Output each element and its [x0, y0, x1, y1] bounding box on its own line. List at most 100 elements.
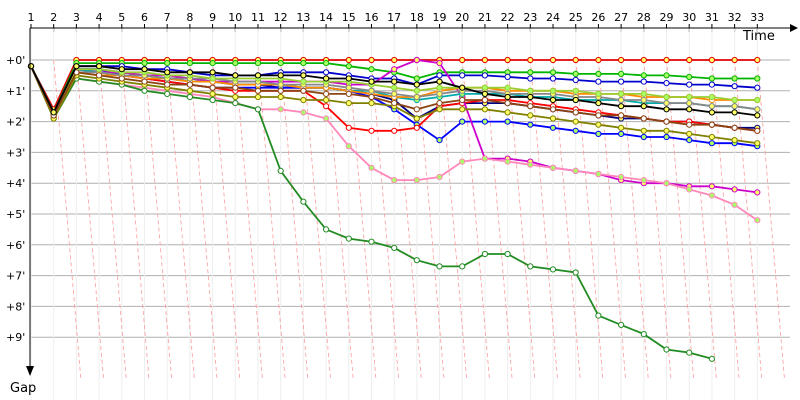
data-point: [549, 69, 557, 76]
x-tick-label: 32: [728, 11, 742, 24]
data-point: [118, 75, 125, 82]
data-point: [345, 84, 352, 91]
x-tick-label: 27: [614, 11, 628, 24]
data-point: [618, 78, 625, 85]
data-point: [663, 100, 670, 107]
time-connector: [166, 59, 195, 381]
y-tick-label: +6': [6, 239, 25, 252]
data-point: [391, 177, 398, 184]
x-tick-label: 29: [660, 11, 674, 24]
data-point: [368, 164, 375, 171]
data-point: [640, 133, 647, 141]
data-point: [391, 90, 398, 98]
series-15: [27, 63, 761, 134]
data-point: [686, 186, 693, 193]
data-point: [459, 118, 466, 125]
data-point: [686, 73, 693, 81]
data-point: [277, 106, 284, 113]
data-point: [141, 66, 148, 73]
y-tick-label: +2': [6, 116, 25, 129]
data-point: [504, 109, 511, 116]
time-connector: [756, 59, 785, 381]
data-point: [459, 84, 466, 91]
data-point: [618, 173, 625, 181]
data-point: [595, 90, 602, 98]
x-tick-label: 4: [96, 11, 103, 24]
data-point: [686, 137, 693, 144]
x-axis-arrow: [790, 24, 798, 32]
data-point: [436, 137, 443, 144]
data-point: [413, 75, 420, 82]
data-point: [549, 124, 557, 131]
data-point: [754, 140, 761, 147]
data-point: [391, 84, 398, 91]
time-connector: [257, 59, 286, 381]
data-point: [300, 96, 307, 104]
data-point: [368, 56, 375, 64]
data-point: [300, 87, 307, 94]
data-point: [459, 263, 466, 270]
time-connector: [75, 59, 105, 381]
data-point: [504, 73, 511, 81]
time-connector: [280, 59, 309, 381]
data-point: [618, 130, 625, 137]
data-point: [731, 137, 738, 144]
data-point: [527, 87, 534, 94]
data-point: [572, 127, 579, 134]
data-point: [686, 349, 693, 356]
data-point: [164, 81, 171, 88]
data-point: [118, 66, 125, 73]
time-connector: [98, 59, 127, 381]
x-tick-label: 13: [296, 11, 310, 24]
data-point: [345, 124, 352, 131]
time-connector: [416, 59, 445, 381]
x-tick-label: 9: [209, 11, 216, 24]
data-point: [595, 130, 602, 137]
data-point: [345, 100, 352, 107]
y-tick-label: +8': [6, 300, 25, 313]
y-tick-label: +9': [6, 331, 25, 344]
data-point: [663, 56, 670, 64]
data-point: [663, 72, 670, 79]
y-tick-label: +4': [6, 177, 25, 190]
time-connector: [575, 59, 604, 381]
x-tick-label: 10: [228, 11, 242, 24]
data-point: [754, 189, 761, 196]
data-point: [413, 257, 420, 264]
data-point: [640, 103, 647, 110]
x-tick-label: 18: [410, 11, 424, 24]
x-tick-label: 28: [637, 11, 651, 24]
data-point: [595, 100, 602, 107]
data-point: [209, 60, 216, 67]
data-point: [232, 72, 239, 79]
data-point: [164, 60, 171, 67]
time-connector: [189, 59, 218, 381]
data-point: [141, 60, 148, 67]
data-point: [527, 103, 534, 110]
data-point: [572, 118, 579, 125]
data-point: [731, 75, 738, 82]
data-point: [323, 96, 330, 104]
data-point: [595, 56, 602, 64]
data-point: [572, 109, 579, 116]
data-point: [754, 127, 761, 134]
data-point: [436, 100, 443, 107]
time-connector: [325, 59, 354, 381]
data-point: [277, 60, 284, 67]
data-point: [686, 106, 693, 113]
x-tick-label: 22: [501, 11, 515, 24]
data-point: [141, 78, 148, 85]
data-point: [708, 355, 716, 362]
data-point: [663, 127, 670, 134]
time-connector: [439, 59, 468, 381]
data-point: [754, 56, 761, 64]
data-point: [300, 198, 307, 205]
time-connector: [302, 59, 331, 381]
data-point: [323, 69, 330, 76]
data-point: [708, 121, 716, 128]
grid-lines: [30, 24, 790, 400]
time-connector: [552, 59, 581, 381]
time-connector: [643, 59, 672, 381]
data-point: [368, 66, 375, 73]
time-connector: [529, 59, 558, 381]
